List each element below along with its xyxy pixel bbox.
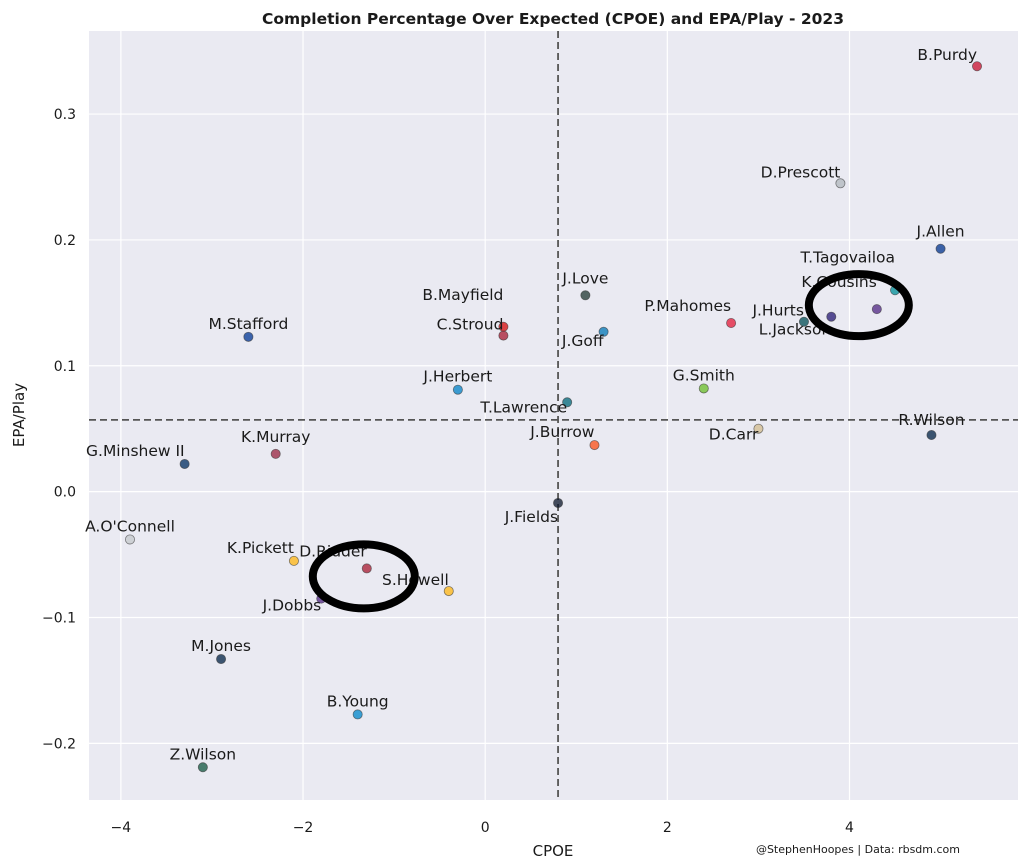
point-label: J.Burrow: [529, 423, 595, 441]
point-label: B.Young: [327, 692, 389, 710]
point-label: B.Mayfield: [422, 286, 503, 304]
point-label: T.Lawrence: [479, 398, 567, 416]
x-tick-labels: −4 −2 0 2 4: [111, 820, 854, 836]
y-tick-label: −0.2: [42, 736, 76, 752]
y-axis-label: EPA/Play: [10, 383, 28, 447]
point-label: B.Purdy: [917, 46, 977, 64]
data-point: [498, 330, 509, 341]
point-label: Z.Wilson: [170, 745, 237, 763]
y-tick-label: 0.1: [54, 359, 76, 375]
point-label: J.Love: [561, 269, 608, 287]
data-point: [798, 316, 809, 327]
point-label: K.Murray: [241, 428, 310, 446]
chart-title: Completion Percentage Over Expected (CPO…: [262, 10, 844, 28]
point-label: D.Prescott: [761, 163, 841, 181]
data-point: [443, 586, 454, 597]
point-label: J.Fields: [504, 508, 558, 526]
data-point: [243, 331, 254, 342]
point-label: G.Minshew II: [86, 442, 185, 460]
mean-lines: [89, 31, 1018, 800]
highlight-circle: [804, 270, 913, 341]
point-label: A.O'Connell: [85, 517, 175, 535]
data-point: [835, 178, 846, 189]
x-tick-label: 0: [481, 820, 490, 836]
data-point: [753, 423, 764, 434]
data-point: [352, 709, 363, 720]
plot-area: [89, 31, 1018, 800]
data-point: [216, 654, 227, 665]
y-tick-label: 0.2: [54, 233, 76, 249]
data-point: [871, 304, 882, 315]
data-point: [826, 311, 837, 322]
grid-lines: [89, 31, 1018, 800]
highlight-circles: [308, 270, 913, 613]
data-point: [361, 563, 372, 574]
data-point: [288, 555, 299, 566]
point-labels: B.PurdyD.PrescottJ.AllenT.TagovailoaK.Co…: [85, 46, 977, 763]
point-label: K.Pickett: [227, 539, 294, 557]
data-point: [589, 440, 600, 451]
data-point: [197, 762, 208, 773]
y-tick-label: 0.0: [54, 485, 76, 501]
point-label: J.Herbert: [422, 368, 492, 386]
point-label: T.Tagovailoa: [799, 248, 895, 266]
data-point: [935, 243, 946, 254]
point-label: L.Jackson: [759, 321, 832, 339]
data-point: [124, 534, 135, 545]
y-tick-label: 0.3: [54, 107, 76, 123]
point-label: G.Smith: [673, 366, 735, 384]
data-point: [562, 397, 573, 408]
point-label: M.Jones: [191, 637, 251, 655]
data-point: [598, 326, 609, 337]
point-label: R.Wilson: [898, 411, 964, 429]
x-tick-label: 4: [845, 820, 854, 836]
data-point: [972, 61, 983, 72]
data-point: [698, 383, 709, 394]
point-label: C.Stroud: [437, 316, 504, 334]
x-tick-label: 2: [663, 820, 672, 836]
data-point: [926, 430, 937, 441]
x-tick-label: −4: [111, 820, 132, 836]
point-label: J.Hurts: [751, 302, 804, 320]
data-point: [179, 458, 190, 469]
point-label: P.Mahomes: [644, 297, 731, 315]
data-point: [270, 448, 281, 459]
point-label: D.Carr: [709, 426, 759, 444]
point-label: M.Stafford: [208, 315, 288, 333]
x-axis-label: CPOE: [533, 842, 574, 860]
point-label: J.Allen: [916, 223, 965, 241]
y-tick-label: −0.1: [42, 611, 76, 627]
highlight-circle: [308, 540, 419, 613]
data-point: [553, 497, 564, 508]
point-label: J.Goff: [561, 332, 604, 350]
y-tick-labels: −0.2 −0.1 0.0 0.1 0.2 0.3: [42, 107, 76, 752]
data-point: [452, 384, 463, 395]
data-point: [580, 290, 591, 301]
credit-text: @StephenHoopes | Data: rbsdm.com: [756, 843, 960, 856]
data-point: [726, 317, 737, 328]
x-tick-label: −2: [293, 820, 314, 836]
point-label: J.Dobbs: [262, 597, 322, 615]
